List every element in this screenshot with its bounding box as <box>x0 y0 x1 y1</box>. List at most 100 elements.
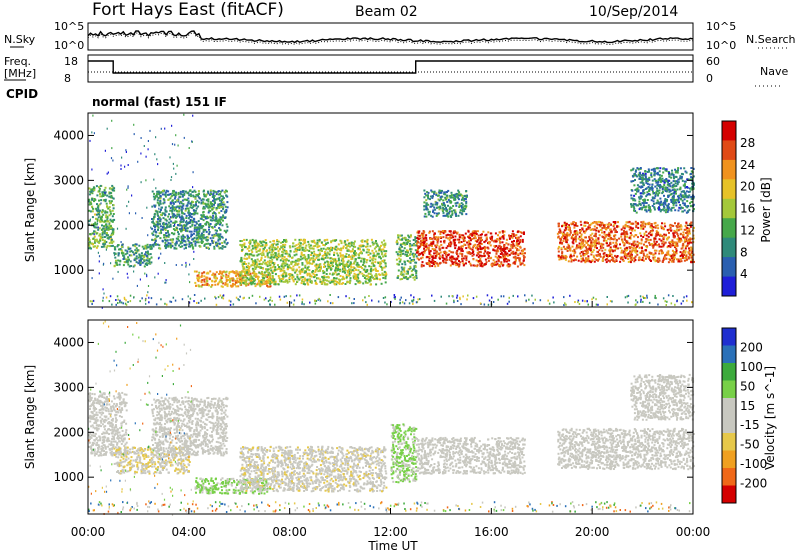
scatter-cell <box>446 195 448 197</box>
scatter-cell <box>495 232 497 234</box>
scatter-cell <box>243 239 245 241</box>
scatter-cell <box>253 272 255 274</box>
scatter-cell <box>451 194 453 196</box>
scatter-cell <box>198 236 200 238</box>
scatter-cell <box>90 191 92 193</box>
scatter-cell <box>307 284 309 286</box>
scatter-cell <box>513 256 515 258</box>
scatter-cell <box>311 276 313 278</box>
scatter-cell <box>129 248 131 250</box>
scatter-cell <box>231 286 233 288</box>
scatter-cell <box>285 275 287 277</box>
scatter-cell <box>155 243 157 245</box>
scatter-cell <box>346 245 348 247</box>
scatter-cell <box>151 239 153 241</box>
scatter-cell <box>148 246 150 248</box>
scatter-cell <box>144 253 146 255</box>
scatter-cell <box>216 271 218 273</box>
scatter-cell <box>447 205 449 207</box>
scatter-cell <box>559 228 561 230</box>
scatter-cell <box>278 275 280 277</box>
scatter-cell <box>412 274 414 276</box>
scatter-cell <box>296 247 298 249</box>
scatter-cell <box>199 246 201 248</box>
scatter-cell <box>582 257 584 259</box>
scatter-cell <box>261 263 263 265</box>
scatter-cell <box>116 262 118 264</box>
scatter-cell <box>367 245 369 247</box>
scatter-cell <box>486 236 488 238</box>
scatter-cell <box>93 230 95 232</box>
scatter-cell <box>651 230 653 232</box>
scatter-cell <box>88 187 90 189</box>
scatter-cell <box>196 271 198 273</box>
scatter-cell <box>207 273 209 275</box>
scatter-cell <box>292 246 294 248</box>
scatter-cell <box>495 245 497 247</box>
scatter-cell <box>260 253 262 255</box>
scatter-cell <box>346 274 348 276</box>
scatter-cell <box>637 236 639 238</box>
scatter-cell <box>262 250 264 252</box>
scatter-cell <box>462 260 464 262</box>
scatter-cell <box>257 278 259 280</box>
scatter-cell <box>407 271 409 273</box>
scatter-cell <box>423 209 425 211</box>
scatter-cell <box>167 242 169 244</box>
scatter-cell <box>401 278 403 280</box>
scatter-cell <box>220 216 222 218</box>
scatter-cell <box>631 223 633 225</box>
scatter-cell <box>594 246 596 248</box>
scatter-cell <box>162 240 164 242</box>
scatter-cell <box>288 260 290 262</box>
scatter-cell <box>569 247 571 249</box>
scatter-cell <box>451 261 453 263</box>
scatter-cell <box>362 245 364 247</box>
scatter-cell <box>360 252 362 254</box>
scatter-cell <box>608 234 610 236</box>
scatter-cell <box>271 244 273 246</box>
scatter-cell <box>249 253 251 255</box>
scatter-cell <box>157 223 159 225</box>
scatter-cell <box>652 247 654 249</box>
scatter-cell <box>252 248 254 250</box>
scatter-cell <box>403 267 405 269</box>
scatter-cell <box>689 254 691 256</box>
scatter-cell <box>330 262 332 264</box>
scatter-cell <box>211 284 213 286</box>
scatter-cell <box>596 242 598 244</box>
scatter-cell <box>587 255 589 257</box>
scatter-cell <box>347 261 349 263</box>
scatter-cell <box>237 285 239 287</box>
scatter-cell <box>124 261 126 263</box>
scatter-cell <box>321 241 323 243</box>
scatter-cell <box>159 201 161 203</box>
scatter-cell <box>601 250 603 252</box>
scatter-cell <box>226 223 228 225</box>
scatter-cell <box>627 258 629 260</box>
scatter-cell <box>583 259 585 261</box>
scatter-cell <box>426 256 428 258</box>
scatter-cell <box>182 205 184 207</box>
scatter-cell <box>125 249 127 251</box>
scatter-cell <box>97 229 99 231</box>
scatter-cell <box>222 275 224 277</box>
scatter-cell <box>211 209 213 211</box>
scatter-cell <box>239 280 241 282</box>
scatter-cell <box>482 231 484 233</box>
scatter-cell <box>217 283 219 285</box>
scatter-cell <box>253 275 255 277</box>
scatter-cell <box>512 230 514 232</box>
scatter-cell <box>172 215 174 217</box>
scatter-cell <box>314 280 316 282</box>
scatter-cell <box>366 261 368 263</box>
scatter-cell <box>487 257 489 259</box>
scatter-cell <box>304 267 306 269</box>
scatter-cell <box>240 257 242 259</box>
scatter-cell <box>599 253 601 255</box>
scatter-cell <box>402 269 404 271</box>
scatter-cell <box>655 225 657 227</box>
scatter-cell <box>354 241 356 243</box>
scatter-cell <box>466 256 468 258</box>
scatter-cell <box>225 231 227 233</box>
